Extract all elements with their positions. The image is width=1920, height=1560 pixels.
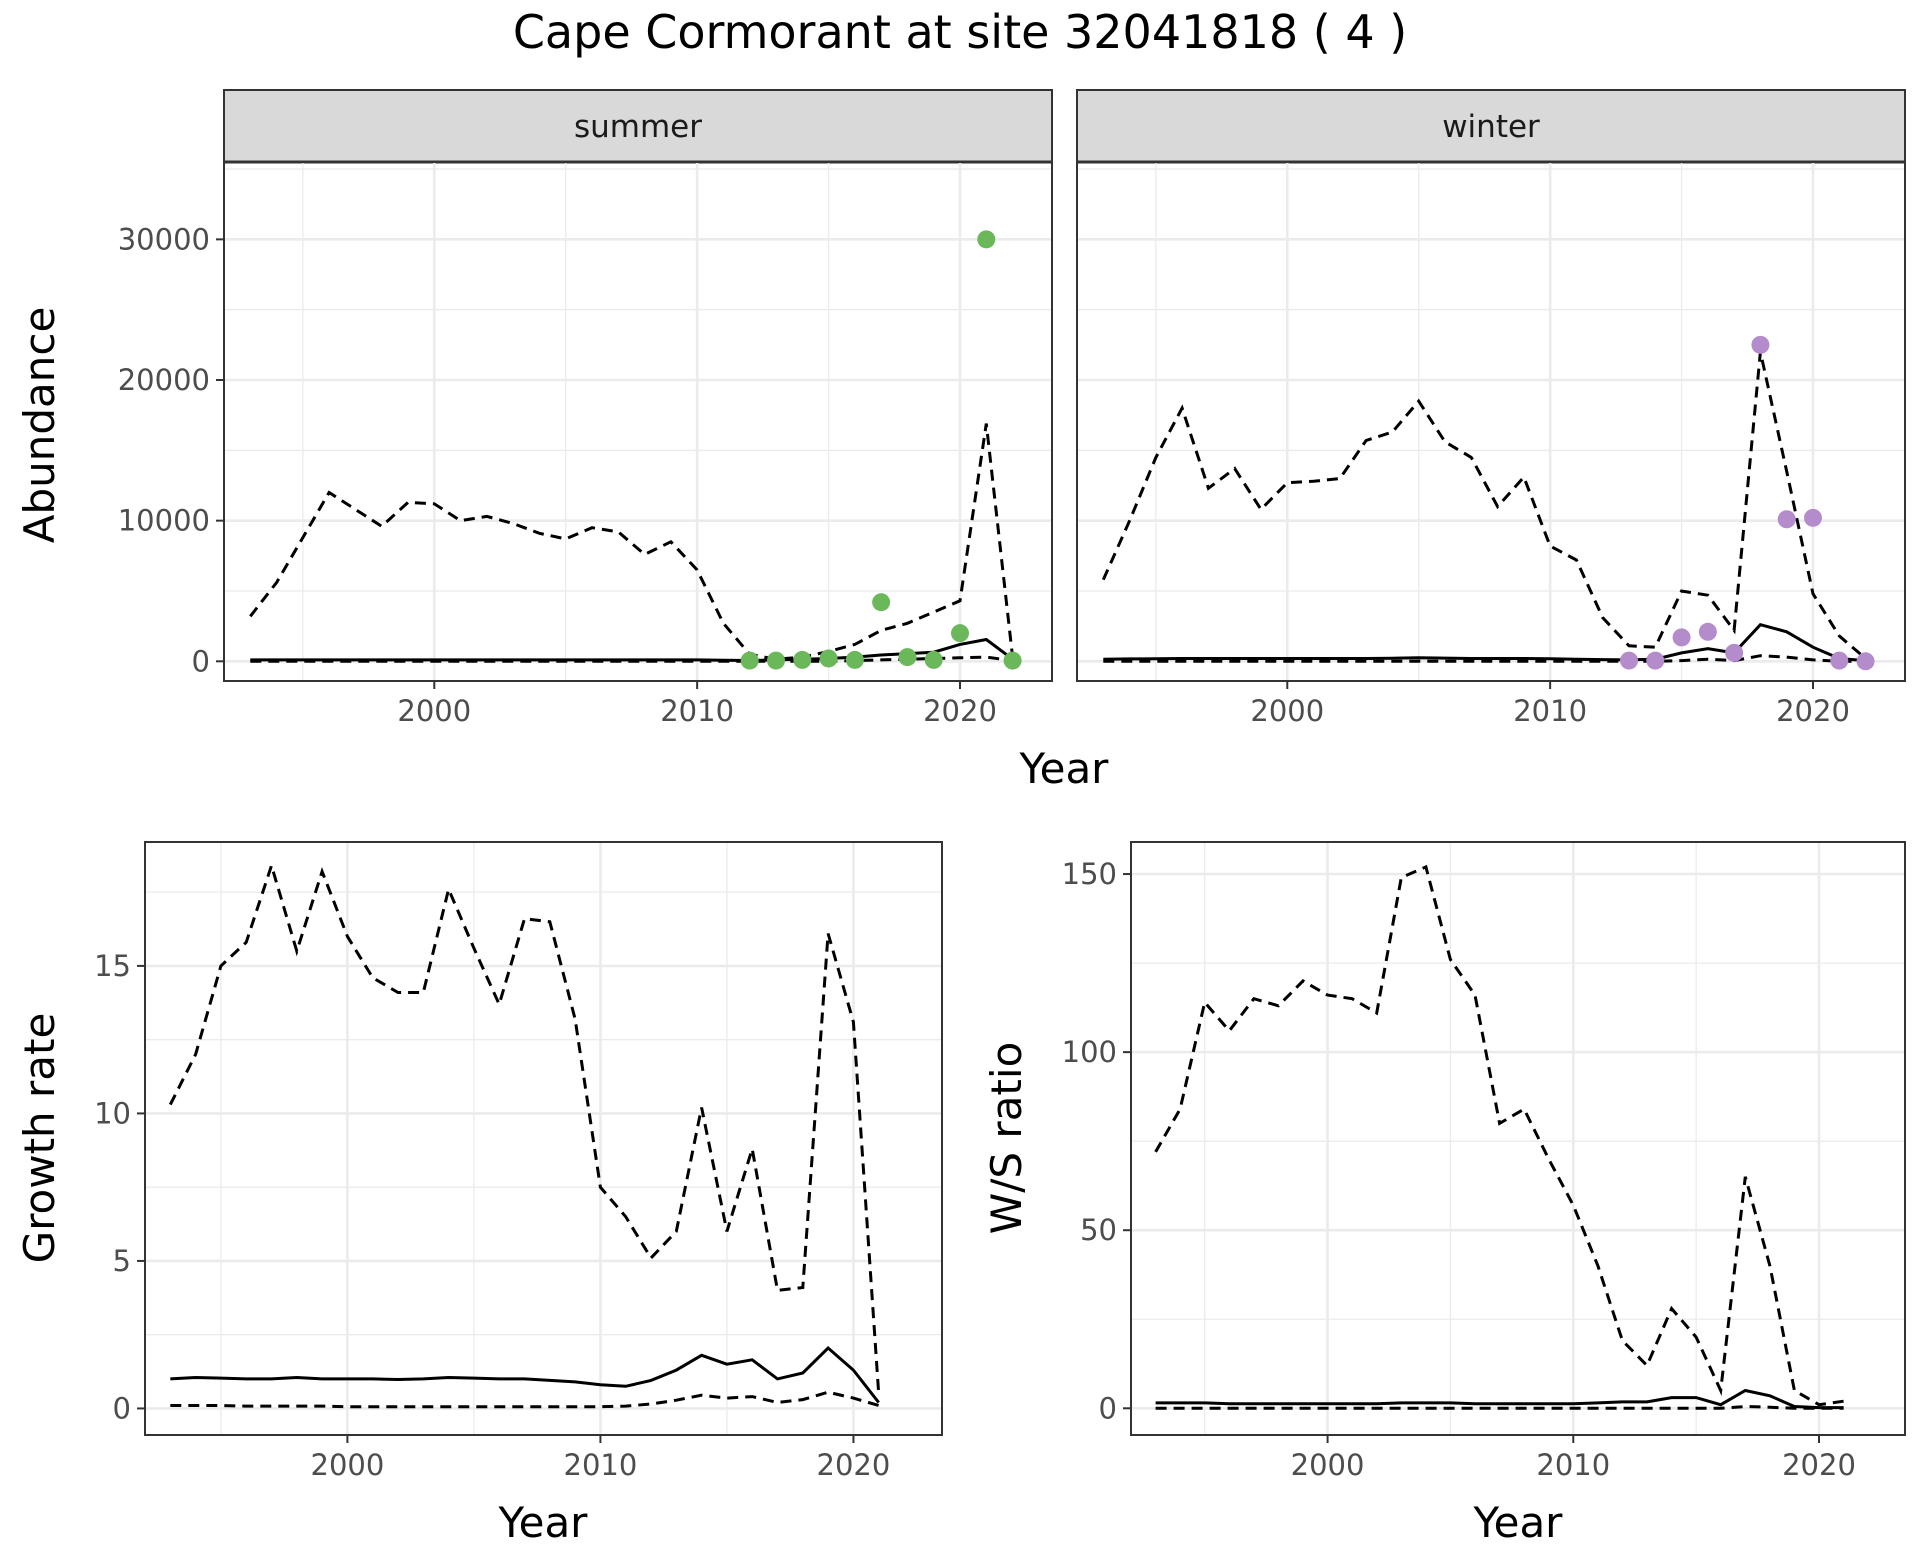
summer-count-point xyxy=(819,649,838,668)
summer-y-tick-label: 10000 xyxy=(118,504,210,538)
ws-ratio-x-tick-label: 2010 xyxy=(1536,1448,1610,1482)
ws-ratio-axes: 2000 2010 2020 0 50 100 150 xyxy=(1062,857,1856,1482)
growth-grid xyxy=(145,842,942,1435)
ws-ratio-grid xyxy=(1131,842,1905,1435)
summer-count-point xyxy=(793,650,812,669)
winter-x-tick-label: 2010 xyxy=(1513,694,1587,728)
summer-count-point xyxy=(845,650,864,669)
winter-count-point xyxy=(1620,651,1638,670)
summer-strip-label: summer xyxy=(574,109,702,145)
growth-x-axis-title: Year xyxy=(498,1498,589,1547)
ws-ratio-x-axis-title: Year xyxy=(1473,1498,1564,1547)
top-y-axis-title: Abundance xyxy=(15,307,64,544)
ws-ratio-panel-border xyxy=(1130,841,1906,1436)
summer-count-point xyxy=(767,651,785,670)
summer-estimate-line xyxy=(250,637,1014,663)
ws-ratio-estimate-line xyxy=(1155,1388,1844,1410)
summer-y-tick-label: 0 xyxy=(192,644,210,678)
winter-panel: winter 2000 2010 2020 xyxy=(1076,89,1906,728)
growth-y-axis-title: Growth rate xyxy=(15,1013,64,1264)
winter-count-point xyxy=(1856,652,1875,671)
ws-ratio-upper-ci-line xyxy=(1154,864,1844,1407)
ws-ratio-y-tick-label: 100 xyxy=(1062,1035,1117,1069)
summer-count-point xyxy=(898,648,917,667)
growth-panel: 2000 2010 2020 0 5 10 15 xyxy=(94,841,943,1482)
growth-estimate-line xyxy=(170,1345,880,1404)
growth-x-tick-label: 2010 xyxy=(564,1448,638,1482)
summer-axes: 2000 2010 2020 0 10000 20000 30000 xyxy=(118,222,997,728)
winter-x-tick-label: 2020 xyxy=(1776,694,1850,728)
growth-lower-ci-line xyxy=(170,1390,880,1409)
summer-count-point xyxy=(977,230,996,249)
winter-panel-border xyxy=(1076,161,1906,682)
summer-panel: summer 2000 2010 2020 0 10000 20000 30000 xyxy=(118,89,1053,728)
summer-x-tick-label: 2000 xyxy=(397,694,471,728)
summer-count-point xyxy=(1003,651,1022,670)
summer-strip xyxy=(223,89,1053,163)
summer-grid xyxy=(224,162,1052,681)
winter-count-point xyxy=(1777,510,1796,529)
winter-count-point xyxy=(1672,628,1691,647)
growth-y-tick-label: 5 xyxy=(113,1244,131,1278)
growth-y-tick-label: 0 xyxy=(113,1391,131,1425)
winter-axes: 2000 2010 2020 xyxy=(1250,681,1850,728)
growth-axes: 2000 2010 2020 0 5 10 15 xyxy=(94,949,890,1482)
summer-count-point xyxy=(740,651,759,670)
ws-ratio-series xyxy=(1154,864,1844,1410)
summer-count-point xyxy=(872,593,891,612)
chart-title: Cape Cormorant at site 32041818 ( 4 ) xyxy=(513,5,1407,59)
winter-count-point xyxy=(1698,622,1717,641)
growth-y-tick-label: 15 xyxy=(94,949,131,983)
winter-count-point xyxy=(1830,651,1849,670)
ws-ratio-y-tick-label: 50 xyxy=(1080,1213,1117,1247)
top-x-axis-title: Year xyxy=(1019,744,1110,793)
growth-x-tick-label: 2020 xyxy=(817,1448,891,1482)
ws-ratio-y-tick-label: 0 xyxy=(1099,1391,1117,1425)
summer-series xyxy=(249,230,1022,670)
ws-ratio-y-axis-title: W/S ratio xyxy=(982,1042,1031,1235)
winter-count-point xyxy=(1804,508,1822,527)
growth-upper-ci-line xyxy=(168,860,881,1394)
summer-count-point xyxy=(951,624,969,643)
summer-count-point xyxy=(924,650,943,669)
winter-upper-ci-line xyxy=(1101,351,1867,660)
ws-ratio-x-tick-label: 2000 xyxy=(1291,1448,1365,1482)
summer-y-tick-label: 30000 xyxy=(118,222,210,256)
summer-y-tick-label: 20000 xyxy=(118,363,210,397)
growth-y-tick-label: 10 xyxy=(94,1096,131,1130)
ws-ratio-y-tick-label: 150 xyxy=(1062,857,1117,891)
summer-upper-ci-line xyxy=(249,423,1015,661)
winter-estimate-line xyxy=(1103,623,1866,663)
winter-count-point xyxy=(1646,651,1665,670)
winter-strip-label: winter xyxy=(1442,109,1540,145)
summer-x-tick-label: 2020 xyxy=(923,694,997,728)
growth-series xyxy=(168,860,881,1409)
growth-x-tick-label: 2000 xyxy=(311,1448,385,1482)
ws-ratio-x-tick-label: 2020 xyxy=(1782,1448,1856,1482)
winter-count-point xyxy=(1751,335,1770,354)
growth-panel-border xyxy=(144,841,943,1436)
ws-ratio-lower-ci-line xyxy=(1155,1404,1844,1410)
winter-count-point xyxy=(1725,643,1744,662)
winter-x-tick-label: 2000 xyxy=(1250,694,1324,728)
winter-grid xyxy=(1077,162,1905,681)
winter-strip xyxy=(1076,89,1906,163)
winter-series xyxy=(1101,335,1875,671)
ws-ratio-panel: 2000 2010 2020 0 50 100 150 xyxy=(1062,841,1906,1482)
summer-panel-border xyxy=(223,161,1053,682)
summer-x-tick-label: 2010 xyxy=(660,694,734,728)
